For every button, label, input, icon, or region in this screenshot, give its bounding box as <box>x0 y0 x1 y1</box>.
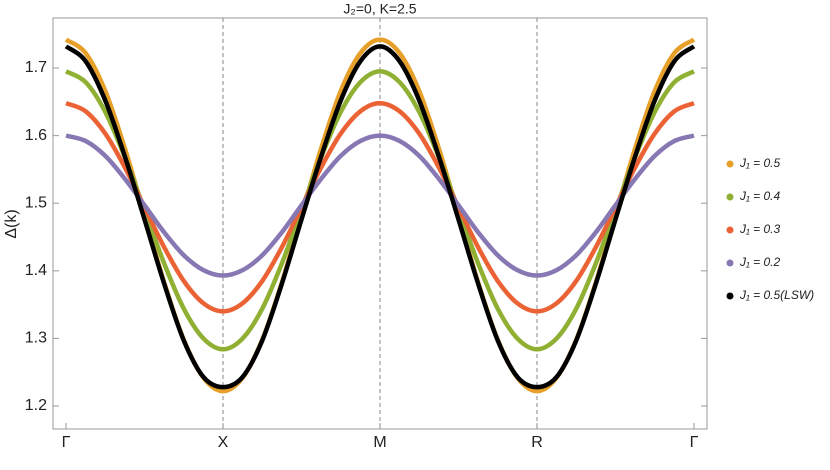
x-tick-label: M <box>373 434 386 451</box>
legend-label: J₁ = 0.3 <box>739 222 780 236</box>
y-axis-label: Δ(k) <box>3 209 20 238</box>
y-tick-label: 1.6 <box>25 127 47 144</box>
series-line <box>65 133 695 278</box>
series-line <box>65 100 695 314</box>
legend-marker <box>726 160 734 168</box>
y-tick-label: 1.4 <box>25 262 47 279</box>
legend-marker <box>726 292 734 300</box>
legend-label: J₁ = 0.5(LSW) <box>739 288 814 302</box>
y-tick-label: 1.3 <box>25 330 47 347</box>
series-line <box>64 44 696 390</box>
legend-marker <box>726 226 734 234</box>
x-tick-label: R <box>531 434 543 451</box>
x-tick-label: Γ <box>690 434 699 451</box>
legend-label: J₁ = 0.2 <box>739 255 780 269</box>
series-line <box>64 69 696 352</box>
x-tick-label: X <box>218 434 229 451</box>
y-tick-label: 1.7 <box>25 59 47 76</box>
x-tick-label: Γ <box>62 434 71 451</box>
y-tick-label: 1.2 <box>25 397 47 414</box>
y-tick-label: 1.5 <box>25 194 47 211</box>
legend-label: J₁ = 0.4 <box>739 189 780 203</box>
legend-label: J₁ = 0.5 <box>739 156 780 170</box>
legend-marker <box>726 193 734 201</box>
legend-marker <box>726 259 734 267</box>
chart-title: J₂=0, K=2.5 <box>343 1 416 17</box>
